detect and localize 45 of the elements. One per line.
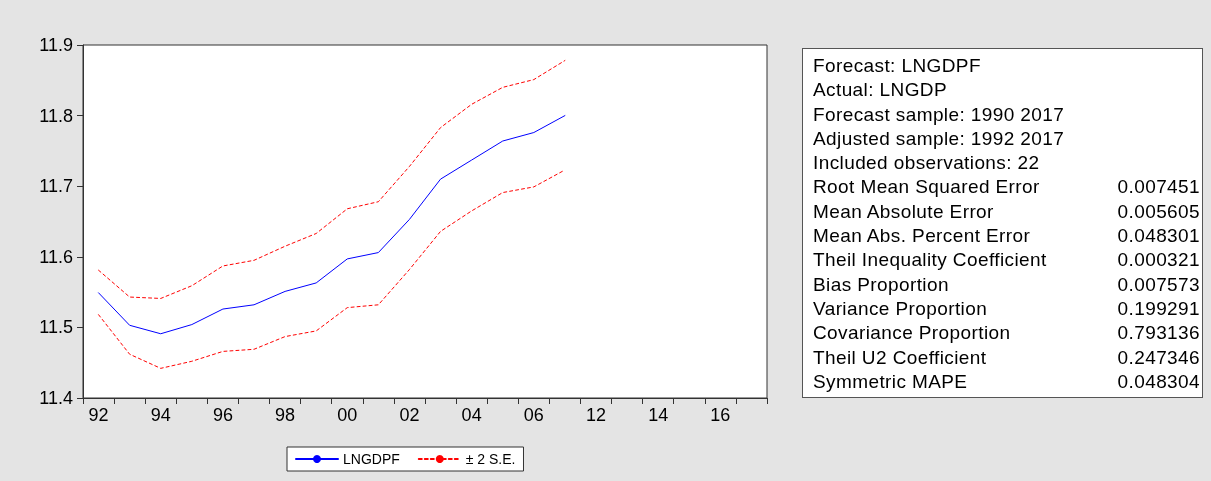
x-tick-label: 16 <box>710 405 731 425</box>
y-tick-label: 11.5 <box>39 317 73 338</box>
data-label: 0.793136 <box>1117 321 1200 346</box>
category-label: Mean Abs. Percent Error <box>813 224 1031 249</box>
category-label: Root Mean Squared Error <box>813 175 1040 200</box>
line-series <box>98 169 566 369</box>
x-tick-label: 00 <box>337 405 358 425</box>
data-label: 0.000321 <box>1117 248 1200 273</box>
line-series <box>98 60 566 299</box>
data-label: 0.048304 <box>1117 369 1200 394</box>
category-label: Bias Proportion <box>813 272 949 297</box>
x-tick-label: 94 <box>150 405 171 425</box>
category-label: Variance Proportion <box>813 296 988 321</box>
data-label: 0.247346 <box>1117 345 1200 370</box>
x-tick-label: 12 <box>585 405 607 425</box>
category-label: Mean Absolute Error <box>813 199 994 224</box>
line-series <box>98 115 566 335</box>
legend-label: ± 2 S.E. <box>465 451 516 467</box>
y-tick-label: 11.6 <box>39 246 73 267</box>
y-tick-label: 11.8 <box>39 105 73 126</box>
category-label: Actual: LNGDP <box>813 78 948 103</box>
x-tick-label: 06 <box>523 405 544 425</box>
x-tick-label: 98 <box>275 405 296 425</box>
x-tick-label: 04 <box>461 405 482 425</box>
legend-label: LNGDPF <box>343 451 400 467</box>
data-label: 0.005605 <box>1117 199 1200 224</box>
data-label: 0.007451 <box>1117 175 1200 200</box>
y-tick-label: 11.9 <box>39 35 73 55</box>
category-label: Forecast sample: 1990 2017 <box>813 102 1065 127</box>
x-tick-label: 92 <box>88 405 109 425</box>
data-label: 0.007573 <box>1117 272 1200 297</box>
data-label: 0.199291 <box>1117 296 1200 321</box>
y-tick-label: 11.7 <box>39 176 73 197</box>
category-label: Symmetric MAPE <box>813 369 968 394</box>
y-tick-label: 11.4 <box>39 388 73 408</box>
category-label: Included observations: 22 <box>813 151 1040 176</box>
category-label: Theil U2 Coefficient <box>813 345 987 370</box>
category-label: Adjusted sample: 1992 2017 <box>813 126 1065 151</box>
x-tick-label: 14 <box>648 405 669 425</box>
data-label: 0.048301 <box>1117 224 1200 249</box>
category-label: Theil Inequality Coefficient <box>813 248 1047 273</box>
category-label: Forecast: LNGDPF <box>813 54 981 78</box>
x-tick-label: 02 <box>399 405 420 425</box>
category-label: Covariance Proportion <box>813 321 1011 346</box>
x-tick-label: 96 <box>212 405 233 425</box>
